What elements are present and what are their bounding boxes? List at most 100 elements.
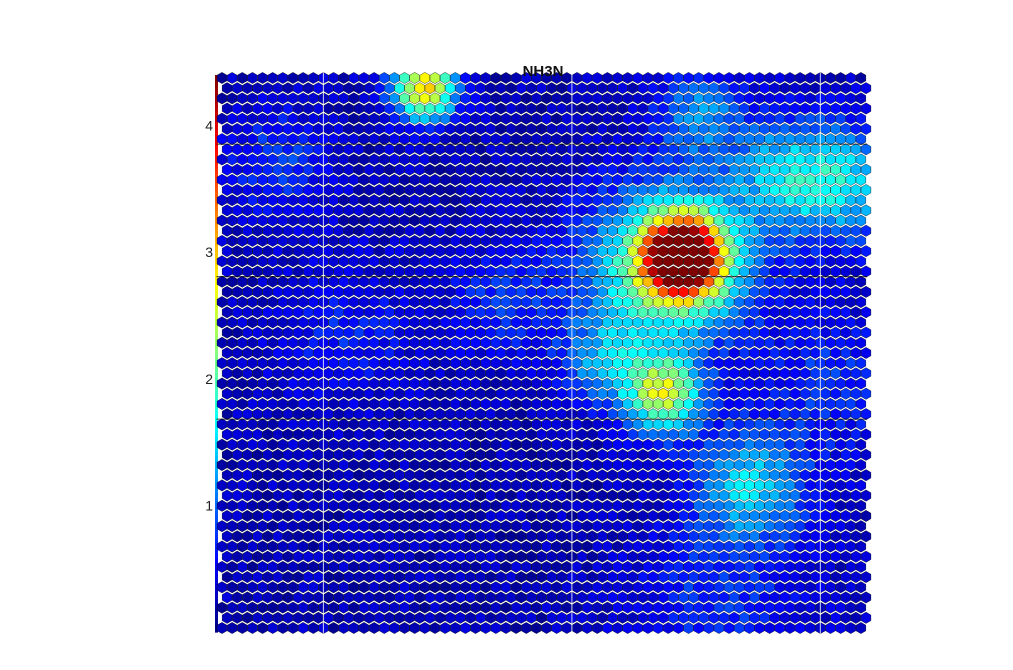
hex-cell xyxy=(774,357,785,370)
hex-cell xyxy=(855,540,867,553)
hex-cell xyxy=(277,520,288,533)
hex-cell xyxy=(840,510,851,522)
hex-cell xyxy=(272,163,283,176)
hex-cell xyxy=(384,204,395,217)
hex-cell xyxy=(450,357,461,370)
hex-cell xyxy=(759,591,770,604)
hex-cell xyxy=(713,92,725,105)
hex-cell xyxy=(511,601,522,614)
hex-cell xyxy=(673,438,684,451)
hex-cell xyxy=(353,347,365,359)
hex-cell xyxy=(521,336,532,349)
hex-cell xyxy=(531,357,542,370)
hex-cell xyxy=(647,102,659,115)
hex-cell xyxy=(227,377,238,390)
hex-cell xyxy=(784,438,796,451)
hex-cell xyxy=(582,173,593,186)
hex-cell xyxy=(627,224,638,237)
hex-cell xyxy=(673,92,684,105)
hex-cell xyxy=(485,611,496,624)
hex-cell xyxy=(688,163,699,176)
hex-cell xyxy=(541,601,552,614)
hex-cell xyxy=(693,561,704,573)
hex-cell xyxy=(683,214,694,227)
hex-cell xyxy=(495,204,506,217)
hex-cell xyxy=(663,153,674,166)
hex-cell xyxy=(617,286,628,298)
hex-cell xyxy=(541,540,552,553)
hex-cell xyxy=(465,143,476,156)
hex-cell xyxy=(511,336,522,349)
hex-cell xyxy=(718,326,730,339)
hex-cell xyxy=(450,418,461,431)
hex-cell xyxy=(440,316,451,329)
colorbar-segment xyxy=(215,604,218,610)
hex-cell xyxy=(703,418,714,431)
hex-cell xyxy=(713,316,725,329)
hex-cell xyxy=(627,550,638,563)
hex-cell xyxy=(369,561,380,573)
hex-cell xyxy=(860,306,872,319)
hex-cell xyxy=(308,377,319,390)
hex-cell xyxy=(774,377,785,390)
hex-cell xyxy=(653,622,664,634)
hex-cell xyxy=(759,347,770,359)
hex-cell xyxy=(703,459,714,471)
hex-cell xyxy=(389,581,400,594)
hex-cell xyxy=(779,510,790,522)
hex-cell xyxy=(612,275,623,288)
hex-cell xyxy=(734,499,745,512)
hex-cell xyxy=(749,326,760,339)
hex-cell xyxy=(769,510,780,522)
hex-cell xyxy=(333,286,344,298)
hex-cell xyxy=(445,428,456,441)
hex-cell xyxy=(536,367,547,380)
hex-cell xyxy=(739,82,750,95)
hex-cell xyxy=(592,112,603,125)
hex-cell xyxy=(825,499,836,512)
hex-cell xyxy=(622,581,633,594)
colorbar-segment xyxy=(215,204,218,211)
hex-cell xyxy=(546,550,557,563)
hex-cell xyxy=(379,479,390,492)
hex-cell xyxy=(338,622,349,634)
hex-cell xyxy=(668,510,679,522)
hex-cell xyxy=(789,347,801,359)
hex-cell xyxy=(637,469,648,482)
hex-cell xyxy=(470,336,481,349)
hex-cell xyxy=(774,153,785,166)
hex-cell xyxy=(221,306,233,319)
hex-cell xyxy=(551,275,562,288)
hex-cell xyxy=(252,326,263,339)
hex-cell xyxy=(556,428,567,441)
hex-cell xyxy=(216,72,228,84)
colorbar-segment xyxy=(215,302,218,308)
hex-cell xyxy=(379,214,390,227)
hex-cell xyxy=(384,448,395,461)
hex-cell xyxy=(526,571,537,583)
hex-cell xyxy=(612,316,623,329)
hex-cell xyxy=(749,387,760,400)
hex-cell xyxy=(511,561,522,573)
hex-cell xyxy=(541,112,552,125)
colorbar-segment xyxy=(215,330,218,336)
hex-cell xyxy=(232,550,243,563)
hex-cell xyxy=(272,184,283,196)
hex-cell xyxy=(582,581,593,594)
hex-cell xyxy=(465,123,476,135)
hex-cell xyxy=(860,611,872,624)
colorbar-segment xyxy=(215,460,218,466)
hex-cell xyxy=(343,347,354,359)
hex-cell xyxy=(688,367,699,380)
hex-cell xyxy=(292,204,304,217)
hex-cell xyxy=(384,469,395,482)
hex-cell xyxy=(622,540,633,553)
hex-cell xyxy=(556,245,567,258)
hex-cell xyxy=(384,286,395,298)
hex-cell xyxy=(287,601,299,614)
hex-cell xyxy=(632,255,643,268)
hex-cell xyxy=(303,347,314,359)
hex-cell xyxy=(536,286,547,298)
colorbar-segment xyxy=(215,390,218,396)
colorbar-segment xyxy=(215,353,218,359)
